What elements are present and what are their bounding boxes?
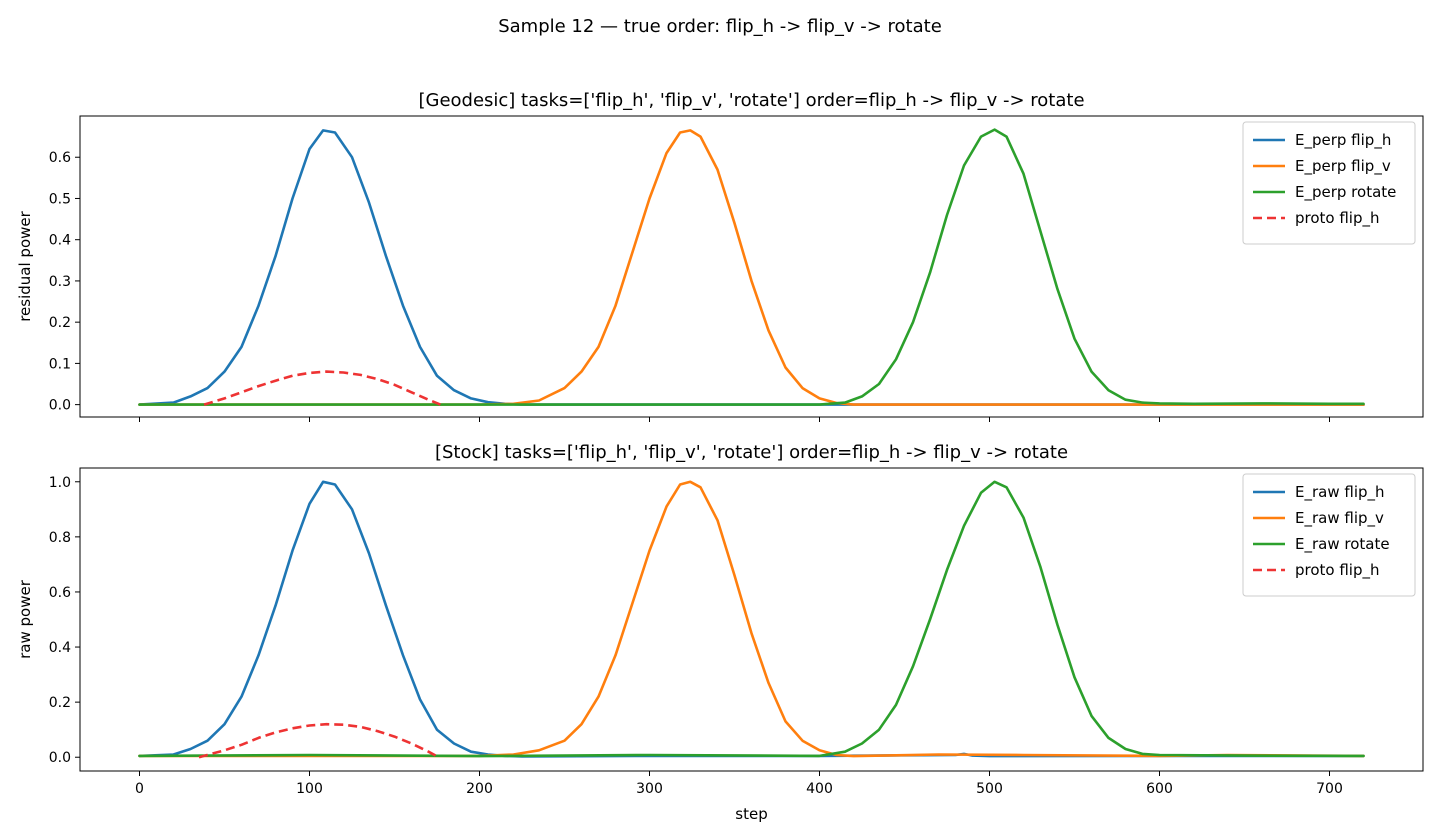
geodesic-legend-label-2: E_perp flip_v xyxy=(1295,157,1391,176)
stock-ytick-label: 1.0 xyxy=(49,475,71,491)
stock-legend-label-2: E_raw flip_v xyxy=(1295,509,1384,528)
geodesic-ytick-label: 0.1 xyxy=(49,356,71,372)
figure-suptitle: Sample 12 — true order: flip_h -> flip_v… xyxy=(498,16,942,37)
stock-xtick-label: 200 xyxy=(466,781,493,797)
stock-xtick-label: 100 xyxy=(296,781,323,797)
geodesic-series-line-3 xyxy=(138,128,1365,406)
stock-series-line-4 xyxy=(198,722,440,759)
geodesic-ytick-label: 0.0 xyxy=(49,398,71,414)
geodesic-legend-label-4: proto flip_h xyxy=(1295,209,1380,228)
geodesic-axes-frame xyxy=(79,115,1424,418)
stock-ytick-label: 0.6 xyxy=(49,585,71,601)
stock-series-line-2 xyxy=(138,480,1365,758)
geodesic-title: [Geodesic] tasks=['flip_h', 'flip_v', 'r… xyxy=(418,90,1084,111)
stock-ylabel: raw power xyxy=(16,579,34,659)
stock-xtick-label: 0 xyxy=(135,781,144,797)
stock-ytick-label: 0.0 xyxy=(49,750,71,766)
geodesic-ytick-label: 0.5 xyxy=(49,191,71,207)
geodesic-ytick-label: 0.3 xyxy=(49,274,71,290)
stock-xtick-label: 700 xyxy=(1316,781,1343,797)
stock-legend-box xyxy=(1242,473,1416,597)
geodesic-legend: E_perp flip_h E_perp flip_v E_perp rotate p… xyxy=(1242,121,1416,245)
stock-xlabel: step xyxy=(735,805,767,823)
stock-legend: E_raw flip_h E_raw flip_v E_raw rotate prot… xyxy=(1242,473,1416,597)
stock-series-group xyxy=(138,480,1365,759)
stock-xtick-label: 500 xyxy=(976,781,1003,797)
panel-stock: [Stock] tasks=['flip_h', 'flip_v', 'rota… xyxy=(16,442,1424,823)
stock-legend-label-4: proto flip_h xyxy=(1295,561,1380,580)
geodesic-ylabel: residual power xyxy=(16,210,34,321)
stock-legend-label-1: E_raw flip_h xyxy=(1295,483,1385,502)
geodesic-series-group xyxy=(138,128,1365,406)
geodesic-ytick-label: 0.4 xyxy=(49,233,71,249)
stock-xtick-label: 600 xyxy=(1146,781,1173,797)
geodesic-legend-label-1: E_perp flip_h xyxy=(1295,131,1391,150)
panel-geodesic: [Geodesic] tasks=['flip_h', 'flip_v', 'r… xyxy=(16,90,1424,422)
geodesic-legend-label-3: E_perp rotate xyxy=(1295,183,1396,202)
stock-title: [Stock] tasks=['flip_h', 'flip_v', 'rota… xyxy=(435,442,1068,463)
stock-ytick-label: 0.8 xyxy=(49,530,71,546)
geodesic-ytick-label: 0.6 xyxy=(49,150,71,166)
stock-series-line-3 xyxy=(138,480,1365,758)
geodesic-series-line-2 xyxy=(138,129,1365,406)
stock-xtick-label: 300 xyxy=(636,781,663,797)
stock-xtick-label: 400 xyxy=(806,781,833,797)
geodesic-ytick-label: 0.2 xyxy=(49,315,71,331)
stock-legend-label-3: E_raw rotate xyxy=(1295,535,1390,554)
stock-ytick-label: 0.2 xyxy=(49,695,71,711)
geodesic-series-line-4 xyxy=(203,370,441,406)
geodesic-legend-box xyxy=(1242,121,1416,245)
stock-axes-frame xyxy=(79,467,1424,772)
stock-ytick-label: 0.4 xyxy=(49,640,71,656)
